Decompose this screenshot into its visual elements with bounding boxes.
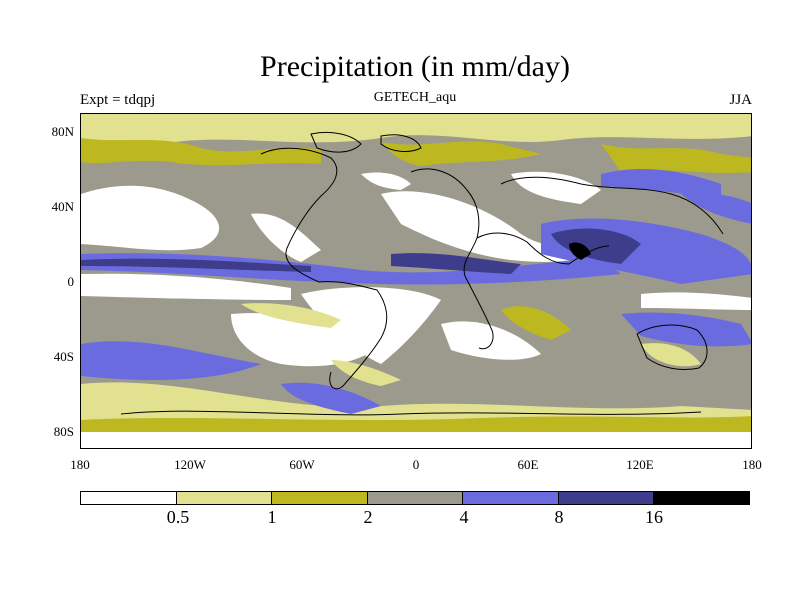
experiment-label: Expt = tdqpj (80, 92, 156, 108)
precipitation-map (80, 113, 752, 449)
season-label: JJA (729, 92, 752, 108)
africa-itcz-dark (391, 253, 521, 274)
colorbar-swatch-4 (463, 492, 559, 504)
colorbar-swatch-6 (654, 492, 750, 504)
patagonia-light (331, 360, 401, 386)
siberia-blue (601, 169, 721, 198)
colorbar-swatch-0 (81, 492, 177, 504)
coastline-5 (636, 324, 708, 371)
lon-label-120e: 120E (626, 457, 654, 472)
antarctic-coast-olive (81, 416, 751, 432)
lat-label-eq: 0 (67, 274, 75, 289)
se-pacific-dry (231, 313, 381, 367)
coastline-1 (318, 281, 388, 390)
nw-pacific-blue (681, 192, 751, 224)
colorbar-swatch-2 (272, 492, 368, 504)
lat-label-40s: 40S (53, 349, 74, 364)
south-indian-blue (621, 312, 751, 347)
south-america-dry (301, 287, 441, 364)
north-pacific-olive (81, 138, 321, 166)
drake-passage-blue (281, 382, 381, 414)
colorbar-label-1: 1 (267, 507, 277, 527)
colorbar-label-16: 16 (645, 507, 663, 527)
colorbar-label-4: 4 (459, 507, 469, 527)
ne-pacific-dry (81, 185, 220, 251)
plot-subtitle: GETECH_aqu (373, 90, 457, 105)
south-pacific-blue (81, 341, 261, 380)
bay-of-bengal-black (569, 242, 591, 260)
arctic-light-band (81, 114, 751, 147)
coastline-7 (310, 131, 362, 153)
coastlines (120, 131, 724, 416)
colorbar (80, 491, 750, 505)
itcz-pacific-dark (81, 258, 311, 272)
colorbar-label-8: 8 (554, 507, 564, 527)
colorbar-swatch-5 (558, 492, 655, 504)
coastline-0 (260, 147, 338, 283)
antarctic-dry (81, 432, 751, 448)
lat-label-80n: 80N (51, 124, 74, 139)
lon-label-180e: 180 (742, 457, 762, 472)
lat-label-40n: 40N (51, 199, 74, 214)
lon-label-120w: 120W (174, 457, 206, 472)
colorbar-swatch-3 (367, 492, 464, 504)
sahara-dry (381, 191, 621, 262)
lon-label-180w: 180 (70, 457, 90, 472)
coastline-8 (380, 134, 422, 152)
lon-label-60e: 60E (517, 457, 539, 472)
coastline-4 (500, 176, 724, 235)
europe-dry (511, 171, 601, 204)
precip-bands (81, 114, 751, 448)
coastline-6 (120, 410, 702, 416)
eq-pacific-dry (81, 273, 291, 300)
colorbar-swatch-1 (176, 492, 273, 504)
lon-label-60w: 60W (289, 457, 315, 472)
coastline-2 (410, 168, 494, 350)
south-pacific-light (241, 303, 341, 328)
australia-light (641, 343, 701, 367)
north-asia-olive (601, 144, 751, 173)
map-canvas (81, 114, 751, 448)
mexico-dry (251, 213, 321, 262)
s-atlantic-dry (441, 321, 541, 360)
india-monsoon-dark (551, 228, 641, 264)
madagascar-olive (501, 306, 571, 340)
lon-label-0: 0 (412, 457, 420, 472)
atlantic-dry (361, 172, 411, 190)
colorbar-label-0-5: 0.5 (166, 507, 190, 527)
coastline-3 (476, 232, 610, 265)
colorbar-label-2: 2 (363, 507, 373, 527)
w-pacific-dry (641, 292, 751, 310)
plot-title: Precipitation (in mm/day) (260, 50, 570, 83)
lat-label-80s: 80S (53, 424, 74, 439)
